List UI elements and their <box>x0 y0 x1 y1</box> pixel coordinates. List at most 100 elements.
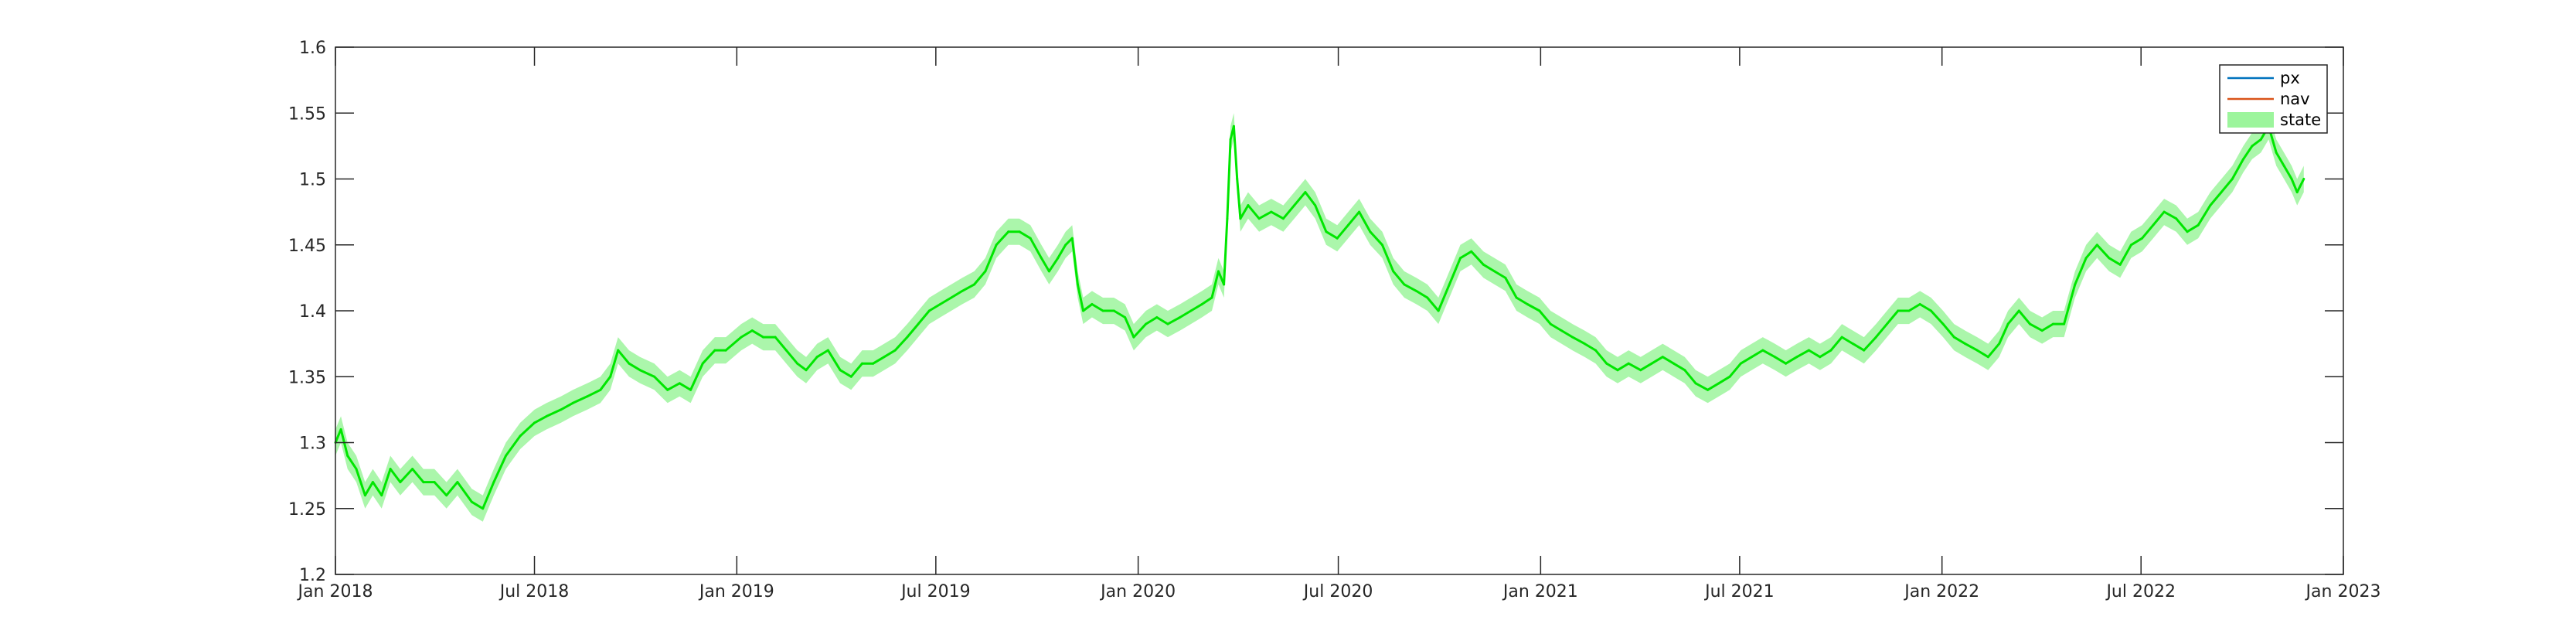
state-line-segment <box>2197 204 2212 227</box>
state-line-segment <box>750 329 764 339</box>
state-line-segment <box>1346 210 1361 227</box>
state-line-segment <box>917 309 931 325</box>
x-tick-label: Jan 2023 <box>2305 582 2381 601</box>
state-line-segment <box>2175 217 2189 233</box>
state-line-segment <box>1998 322 2009 346</box>
state-line-segment <box>2095 244 2111 260</box>
state-line-segment <box>927 303 941 312</box>
state-line-segment <box>872 356 886 365</box>
state-line-segment <box>609 349 620 378</box>
y-tick-label: 1.35 <box>288 368 326 387</box>
legend-label-nav: nav <box>2280 90 2310 108</box>
state-line-segment <box>826 349 842 372</box>
legend: px nav state <box>2219 64 2328 134</box>
x-tick-label: Jan 2018 <box>297 582 373 601</box>
state-line-segment <box>2063 283 2077 325</box>
legend-swatch-state <box>2227 112 2274 128</box>
x-tick-label: Jan 2021 <box>1502 582 1578 601</box>
state-line-segment <box>1076 283 1084 312</box>
state-line-segment <box>571 395 589 404</box>
state-line-segment <box>1795 349 1810 359</box>
state-line-segment <box>380 468 392 497</box>
state-line-segment <box>893 336 909 352</box>
state-line-segment <box>1124 316 1135 339</box>
state-line-segment <box>1840 336 1854 346</box>
state-line-segment <box>1166 316 1182 325</box>
state-line-segment <box>1325 230 1339 240</box>
state-line-segment <box>1583 342 1597 352</box>
state-line-segment <box>2108 257 2122 266</box>
state-line-segment <box>950 289 964 299</box>
state-line-segment <box>1369 230 1383 247</box>
state-line-segment <box>1270 210 1285 220</box>
state-line-segment <box>505 434 522 457</box>
state-line-segment <box>2282 165 2293 180</box>
y-tick-label: 1.55 <box>288 104 326 124</box>
state-line-segment <box>1886 309 1900 325</box>
state-band <box>335 113 2304 522</box>
state-line-segment <box>617 349 631 365</box>
state-line-segment <box>1616 362 1630 372</box>
state-line-segment <box>1863 336 1877 352</box>
state-line-segment <box>984 244 998 273</box>
state-line-segment <box>906 322 920 339</box>
x-tick-label: Jan 2019 <box>698 582 774 601</box>
plot-area-frame <box>335 46 2344 575</box>
state-confidence-band-layer <box>335 113 2304 522</box>
state-line-segment <box>1336 223 1349 240</box>
state-line-segment <box>470 500 485 510</box>
state-line-segment <box>961 283 976 292</box>
state-line-segment <box>805 356 818 372</box>
state-line-segment <box>1459 250 1473 260</box>
state-line-segment <box>689 362 704 391</box>
state-line-layer <box>334 124 2305 510</box>
state-line-segment <box>389 468 402 484</box>
state-line-segment <box>849 362 863 378</box>
state-line-segment <box>1627 362 1642 372</box>
state-line-segment <box>2251 138 2262 148</box>
state-line-segment <box>545 408 563 417</box>
state-line-segment <box>1941 322 1955 339</box>
state-line-segment <box>815 349 829 359</box>
state-line-segment <box>2295 178 2305 194</box>
state-line-segment <box>599 375 612 391</box>
x-tick-label: Jul 2020 <box>1302 582 1373 601</box>
state-line-segment <box>560 401 574 411</box>
state-line-segment <box>1751 349 1764 359</box>
state-line-segment <box>1739 356 1753 365</box>
state-line-segment <box>2006 309 2020 325</box>
state-line-segment <box>1661 356 1675 365</box>
state-line-segment <box>784 349 799 365</box>
state-line-segment <box>740 329 754 339</box>
state-line-segment <box>2129 237 2144 247</box>
state-line-segment <box>399 468 414 484</box>
state-line-segment <box>1515 296 1529 305</box>
state-line-segment <box>2040 322 2054 332</box>
state-line-segment <box>1504 276 1518 299</box>
x-tick-label: Jul 2018 <box>499 582 570 601</box>
state-line-segment <box>1281 204 1296 220</box>
state-line-segment <box>1239 204 1250 220</box>
state-line-segment <box>973 270 987 286</box>
state-line-segment <box>1707 382 1720 391</box>
state-line-segment <box>1018 230 1032 240</box>
state-line-segment <box>1029 237 1043 260</box>
state-line-segment <box>1639 362 1653 372</box>
y-tick-label: 1.45 <box>288 237 326 256</box>
state-line-segment <box>1930 309 1945 325</box>
state-line-segment <box>456 481 473 503</box>
state-line-segment <box>1907 303 1921 312</box>
state-line-segment <box>2242 145 2254 161</box>
state-line-segment <box>883 349 897 359</box>
state-line-segment <box>1785 356 1798 365</box>
state-line-segment <box>1132 322 1148 339</box>
state-line-segment <box>1918 303 1932 312</box>
state-line-segment <box>1064 237 1074 247</box>
y-tick-label: 1.4 <box>299 302 326 322</box>
state-line-segment <box>638 369 656 378</box>
state-line-segment <box>1594 349 1608 365</box>
state-line-segment <box>1493 270 1507 279</box>
state-line-segment <box>533 414 548 424</box>
